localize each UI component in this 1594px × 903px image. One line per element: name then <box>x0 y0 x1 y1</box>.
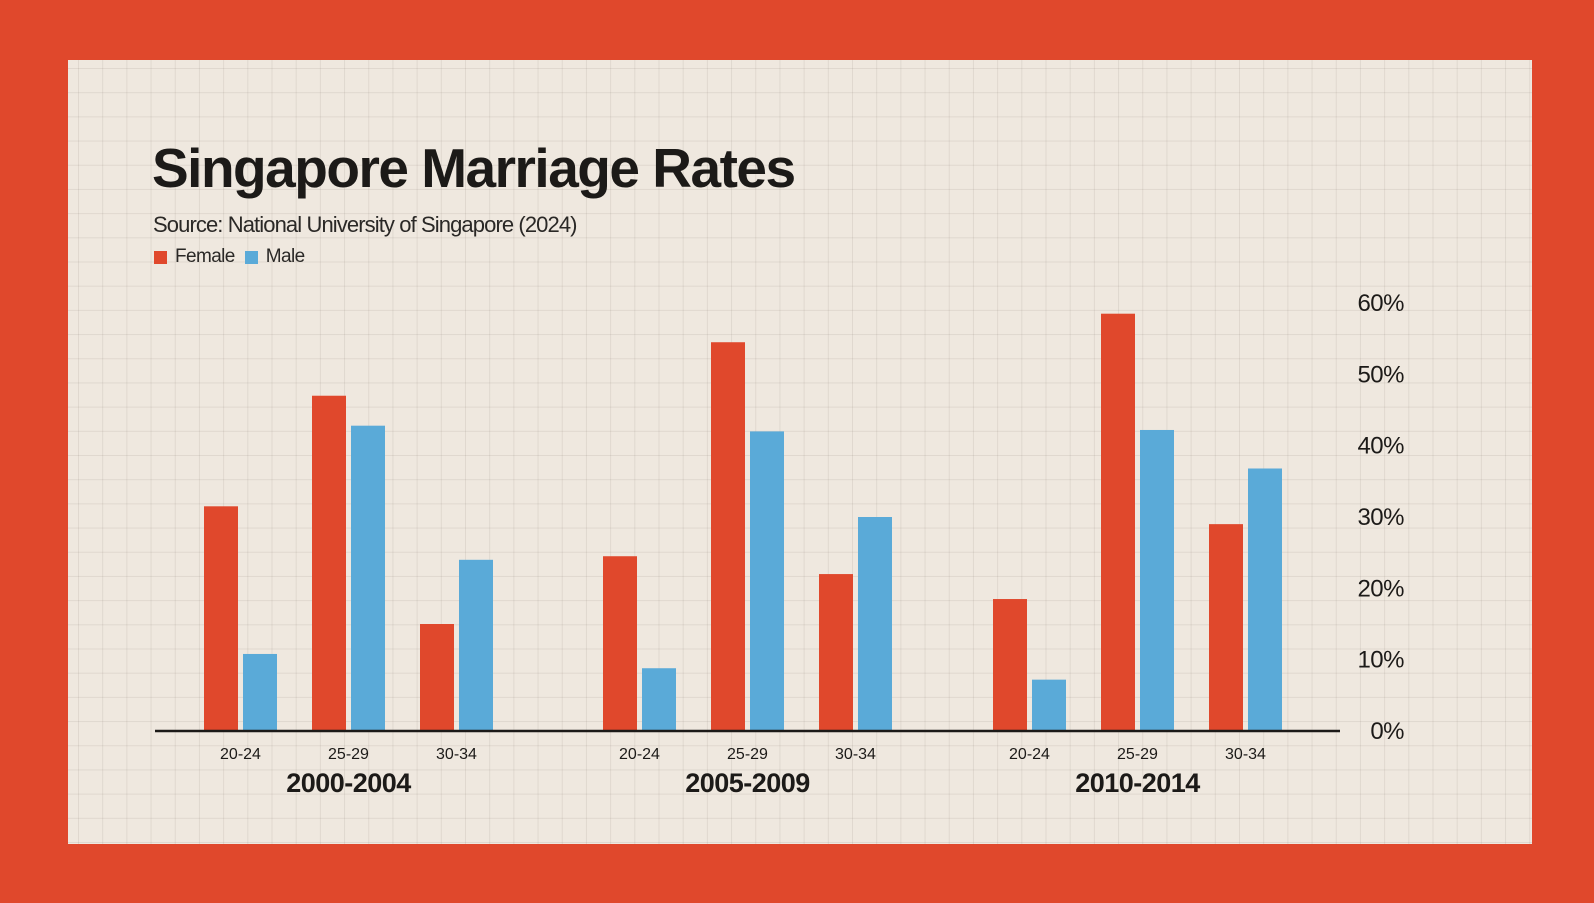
x-tick-label: 25-29 <box>1117 746 1158 763</box>
y-tick-label: 30% <box>1357 504 1404 531</box>
group-label: 2005-2009 <box>685 768 810 798</box>
chart-subtitle: Source: National University of Singapore… <box>153 212 578 237</box>
x-tick-label: 20-24 <box>1009 746 1050 763</box>
bar-female <box>1209 524 1243 731</box>
legend-swatch-female <box>154 250 167 264</box>
legend-swatch-male <box>244 250 258 264</box>
bar-female <box>420 624 454 731</box>
bar-female <box>993 599 1027 731</box>
bar-male <box>642 668 676 731</box>
bar-female <box>711 342 745 731</box>
bar-male <box>1032 679 1066 731</box>
legend-item-female: Female <box>154 246 235 268</box>
bar-male <box>750 431 784 731</box>
x-tick-label: 30-34 <box>835 746 876 763</box>
group-label: 2000-2004 <box>286 768 411 798</box>
legend-label-male: Male <box>265 246 305 267</box>
bar-female <box>1101 313 1135 731</box>
bar-male <box>243 653 277 731</box>
y-tick-label: 60% <box>1357 290 1404 317</box>
x-tick-label: 30-34 <box>436 746 477 763</box>
y-tick-label: 10% <box>1357 647 1404 674</box>
legend-item-male: Male <box>244 246 305 268</box>
x-tick-label: 25-29 <box>328 746 369 763</box>
x-tick-label: 25-29 <box>727 746 768 763</box>
group-label: 2010-2014 <box>1075 768 1200 798</box>
x-tick-label: 20-24 <box>220 746 261 763</box>
y-tick-label: 40% <box>1357 433 1404 460</box>
bar-female <box>204 506 238 731</box>
bar-female <box>312 395 346 731</box>
x-tick-label: 20-24 <box>619 746 660 763</box>
bar-female <box>819 574 853 731</box>
legend-label-female: Female <box>175 246 235 267</box>
y-tick-label: 20% <box>1357 575 1404 602</box>
bar-male <box>858 517 892 731</box>
x-tick-label: 30-34 <box>1225 746 1266 763</box>
legend: Female Male <box>154 246 315 268</box>
bar-female <box>603 556 637 731</box>
bar-male <box>459 559 493 731</box>
chart-title: Singapore Marriage Rates <box>152 137 796 199</box>
bar-male <box>1140 429 1174 731</box>
bar-male <box>1248 468 1282 731</box>
y-tick-label: 0% <box>1370 718 1404 745</box>
y-tick-label: 50% <box>1357 361 1404 388</box>
bar-male <box>351 425 385 731</box>
